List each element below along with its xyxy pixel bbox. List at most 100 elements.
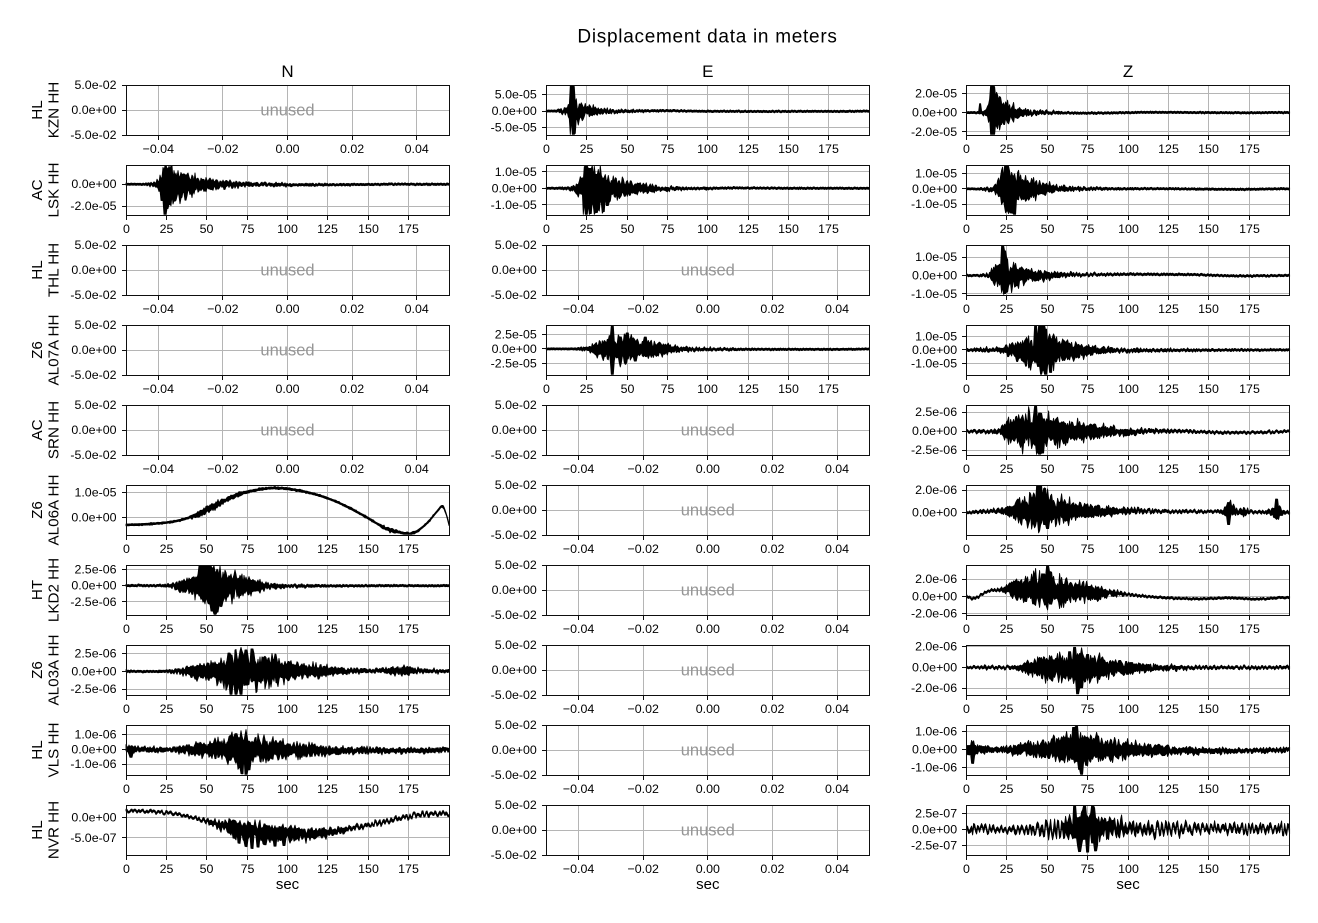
svg-text:5.0e-02: 5.0e-02 [495, 558, 537, 572]
svg-text:75: 75 [241, 622, 255, 636]
svg-text:100: 100 [277, 782, 298, 796]
svg-text:125: 125 [317, 782, 338, 796]
svg-text:0.0e+00: 0.0e+00 [492, 663, 537, 677]
svg-text:100: 100 [1118, 222, 1139, 236]
svg-text:-2.0e-06: -2.0e-06 [911, 607, 957, 621]
svg-text:unused: unused [681, 262, 735, 280]
svg-text:0.00: 0.00 [696, 622, 720, 636]
svg-text:100: 100 [697, 142, 718, 156]
svg-text:0: 0 [123, 622, 130, 636]
svg-text:0.0e+00: 0.0e+00 [912, 660, 957, 674]
svg-text:unused: unused [260, 342, 314, 360]
svg-text:HL: HL [29, 740, 46, 759]
svg-text:5.0e-02: 5.0e-02 [74, 238, 116, 252]
svg-text:50: 50 [200, 782, 214, 796]
svg-text:5.0e-02: 5.0e-02 [495, 798, 537, 812]
svg-text:125: 125 [1158, 782, 1179, 796]
svg-text:-1.0e-05: -1.0e-05 [911, 357, 957, 371]
svg-text:125: 125 [317, 542, 338, 556]
svg-text:5.0e-02: 5.0e-02 [495, 238, 537, 252]
svg-text:100: 100 [277, 862, 298, 876]
svg-text:unused: unused [260, 262, 314, 280]
svg-text:5.0e-05: 5.0e-05 [495, 87, 537, 101]
svg-text:0.02: 0.02 [760, 622, 784, 636]
svg-text:125: 125 [1158, 142, 1179, 156]
svg-text:0.0e+00: 0.0e+00 [492, 423, 537, 437]
svg-text:−0.04: −0.04 [563, 782, 594, 796]
svg-text:-1.0e-06: -1.0e-06 [911, 760, 957, 774]
svg-text:25: 25 [1000, 142, 1014, 156]
svg-text:125: 125 [738, 222, 759, 236]
svg-text:AC: AC [29, 419, 46, 440]
svg-text:125: 125 [317, 222, 338, 236]
svg-text:75: 75 [241, 222, 255, 236]
svg-text:5.0e-02: 5.0e-02 [495, 718, 537, 732]
svg-text:175: 175 [398, 702, 419, 716]
svg-text:0: 0 [963, 862, 970, 876]
svg-text:0: 0 [963, 462, 970, 476]
svg-text:50: 50 [200, 542, 214, 556]
svg-text:0.02: 0.02 [340, 382, 364, 396]
svg-text:−0.02: −0.02 [628, 622, 659, 636]
svg-text:0.0e+00: 0.0e+00 [912, 506, 957, 520]
svg-text:50: 50 [621, 382, 635, 396]
svg-text:5.0e-02: 5.0e-02 [74, 318, 116, 332]
svg-text:50: 50 [200, 222, 214, 236]
svg-text:175: 175 [398, 222, 419, 236]
svg-text:-5.0e-02: -5.0e-02 [70, 288, 116, 302]
svg-text:175: 175 [398, 622, 419, 636]
svg-text:125: 125 [1158, 382, 1179, 396]
svg-text:150: 150 [358, 782, 379, 796]
svg-text:175: 175 [818, 222, 839, 236]
svg-text:unused: unused [681, 742, 735, 760]
svg-text:0: 0 [963, 382, 970, 396]
svg-text:50: 50 [200, 862, 214, 876]
svg-text:sec: sec [276, 876, 300, 893]
svg-text:150: 150 [1198, 862, 1219, 876]
svg-text:0.02: 0.02 [760, 542, 784, 556]
svg-text:50: 50 [1041, 702, 1055, 716]
svg-text:-1.0e-05: -1.0e-05 [911, 197, 957, 211]
svg-text:−0.02: −0.02 [628, 542, 659, 556]
svg-text:unused: unused [260, 422, 314, 440]
svg-text:-5.0e-05: -5.0e-05 [491, 121, 537, 135]
svg-text:0.0e+00: 0.0e+00 [71, 423, 116, 437]
svg-text:50: 50 [1041, 382, 1055, 396]
svg-text:AL06A HH: AL06A HH [46, 475, 63, 546]
svg-text:2.0e-06: 2.0e-06 [915, 572, 957, 586]
svg-text:2.0e-06: 2.0e-06 [915, 640, 957, 654]
svg-text:0.0e+00: 0.0e+00 [912, 589, 957, 603]
svg-text:−0.02: −0.02 [628, 862, 659, 876]
svg-text:50: 50 [1041, 862, 1055, 876]
svg-text:150: 150 [1198, 542, 1219, 556]
svg-text:2.5e-06: 2.5e-06 [74, 647, 116, 661]
svg-text:−0.04: −0.04 [143, 302, 174, 316]
svg-text:50: 50 [200, 622, 214, 636]
svg-text:150: 150 [778, 382, 799, 396]
svg-text:100: 100 [1118, 462, 1139, 476]
svg-text:175: 175 [1239, 222, 1260, 236]
svg-text:-5.0e-02: -5.0e-02 [491, 528, 537, 542]
svg-text:0.04: 0.04 [825, 782, 849, 796]
svg-text:LKD2 HH: LKD2 HH [46, 558, 63, 622]
svg-text:0: 0 [963, 622, 970, 636]
svg-text:0.00: 0.00 [275, 382, 299, 396]
svg-text:0.0e+00: 0.0e+00 [492, 263, 537, 277]
svg-text:HL: HL [29, 100, 46, 119]
svg-text:25: 25 [1000, 222, 1014, 236]
svg-text:125: 125 [317, 622, 338, 636]
svg-text:0.04: 0.04 [405, 382, 429, 396]
svg-text:0.0e+00: 0.0e+00 [912, 424, 957, 438]
svg-text:2.5e-05: 2.5e-05 [495, 327, 537, 341]
svg-text:0.0e+00: 0.0e+00 [912, 268, 957, 282]
svg-text:Z6: Z6 [29, 341, 46, 359]
svg-text:-5.0e-02: -5.0e-02 [491, 768, 537, 782]
svg-text:75: 75 [1081, 862, 1095, 876]
svg-text:25: 25 [1000, 382, 1014, 396]
svg-text:-5.0e-07: -5.0e-07 [70, 831, 116, 845]
svg-text:HL: HL [29, 260, 46, 279]
svg-text:0.0e+00: 0.0e+00 [71, 579, 116, 593]
svg-text:50: 50 [1041, 302, 1055, 316]
svg-text:0.04: 0.04 [825, 542, 849, 556]
svg-text:25: 25 [160, 862, 174, 876]
